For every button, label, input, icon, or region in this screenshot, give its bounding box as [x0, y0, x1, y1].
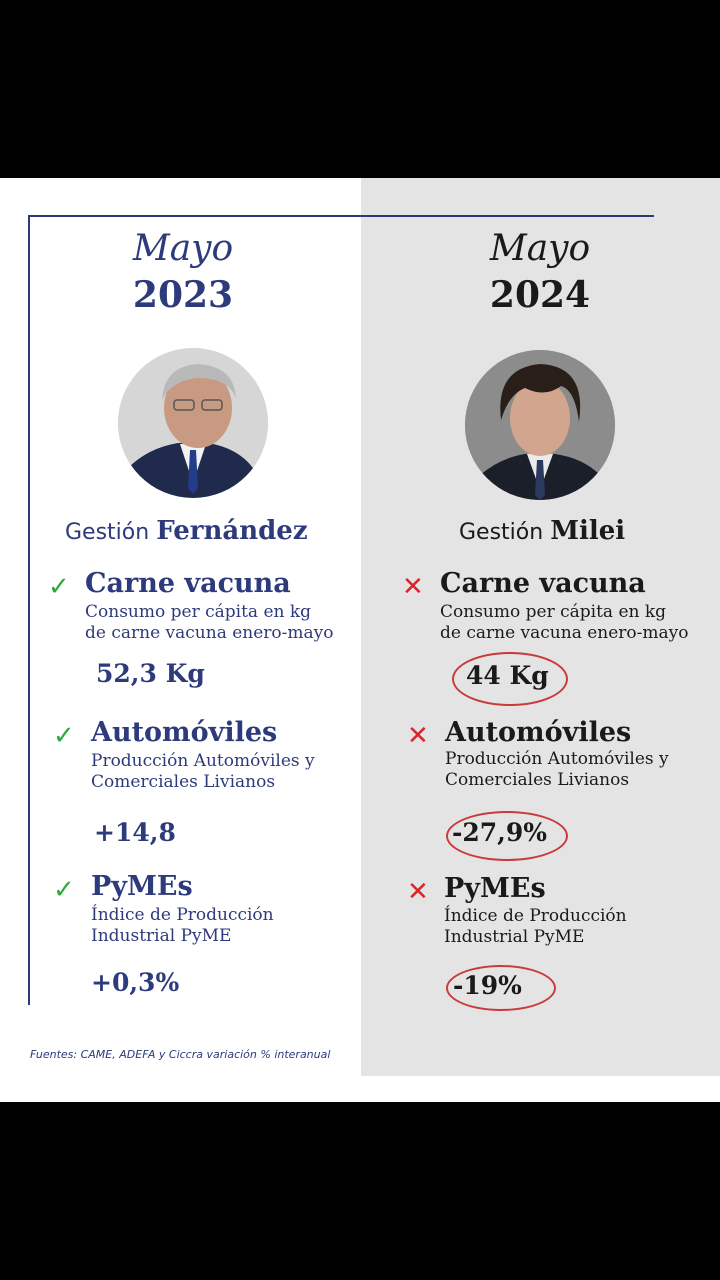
fernandez-portrait-icon — [118, 348, 268, 498]
cross-icon: ✕ — [402, 572, 424, 602]
sources-note: Fuentes: CAME, ADEFA y Ciccra variación … — [30, 1048, 331, 1061]
left-metric-value: +0,3% — [91, 968, 180, 997]
left-metric-title: Automóviles — [91, 717, 278, 748]
frame-top-line — [28, 215, 654, 217]
left-gestion-prefix: Gestión — [65, 520, 150, 545]
right-year: 2024 — [489, 274, 591, 316]
right-panel-background — [361, 178, 720, 1078]
highlight-circle — [446, 965, 556, 1011]
right-metric-value: 44 Kg — [466, 661, 549, 690]
check-icon: ✓ — [53, 875, 75, 905]
left-metric-title: Carne vacuna — [85, 568, 291, 599]
left-metric-desc: de carne vacuna enero-mayo — [85, 623, 334, 643]
right-gestion-label: Gestión Milei — [459, 516, 625, 546]
left-metric-value: 52,3 Kg — [96, 659, 205, 688]
left-metric-title: PyMEs — [91, 871, 193, 902]
right-gestion-prefix: Gestión — [459, 520, 544, 545]
right-metric-desc: Índice de Producción — [444, 906, 627, 926]
fernandez-portrait — [118, 348, 268, 498]
milei-portrait-icon — [465, 350, 615, 500]
right-metric-desc: Consumo per cápita en kg — [440, 602, 667, 622]
bottom-strip — [0, 1076, 720, 1102]
cross-icon: ✕ — [407, 721, 429, 751]
left-metric-desc: Comerciales Livianos — [91, 772, 276, 792]
frame-left-line — [28, 215, 30, 1005]
milei-portrait — [465, 350, 615, 500]
highlight-circle — [446, 811, 568, 861]
right-metric-value: -27,9% — [452, 818, 548, 847]
left-metric-desc: Industrial PyME — [91, 926, 232, 946]
left-year: 2023 — [132, 274, 234, 316]
right-metric-title: Automóviles — [445, 717, 632, 748]
highlight-circle — [452, 652, 568, 706]
left-gestion-name: Fernández — [156, 516, 308, 546]
left-gestion-label: Gestión Fernández — [65, 516, 308, 546]
right-metric-desc: Comerciales Livianos — [445, 770, 630, 790]
right-metric-value: -19% — [453, 971, 522, 1000]
left-metric-desc: Producción Automóviles y — [91, 751, 315, 771]
right-metric-desc: Producción Automóviles y — [445, 749, 669, 769]
left-metric-desc: Índice de Producción — [91, 905, 274, 925]
left-metric-desc: Consumo per cápita en kg — [85, 602, 312, 622]
right-metric-desc: de carne vacuna enero-mayo — [440, 623, 689, 643]
right-month: Mayo — [489, 228, 591, 269]
check-icon: ✓ — [48, 572, 70, 602]
left-metric-value: +14,8 — [94, 818, 176, 847]
right-metric-desc: Industrial PyME — [444, 927, 585, 947]
left-month: Mayo — [132, 228, 234, 269]
right-metric-title: Carne vacuna — [440, 568, 646, 599]
check-icon: ✓ — [53, 721, 75, 751]
right-gestion-name: Milei — [550, 516, 626, 546]
cross-icon: ✕ — [407, 877, 429, 907]
right-metric-title: PyMEs — [444, 873, 546, 904]
infographic-card: Mayo 2023 Mayo 2024 Gestión Fernández — [0, 178, 720, 1102]
